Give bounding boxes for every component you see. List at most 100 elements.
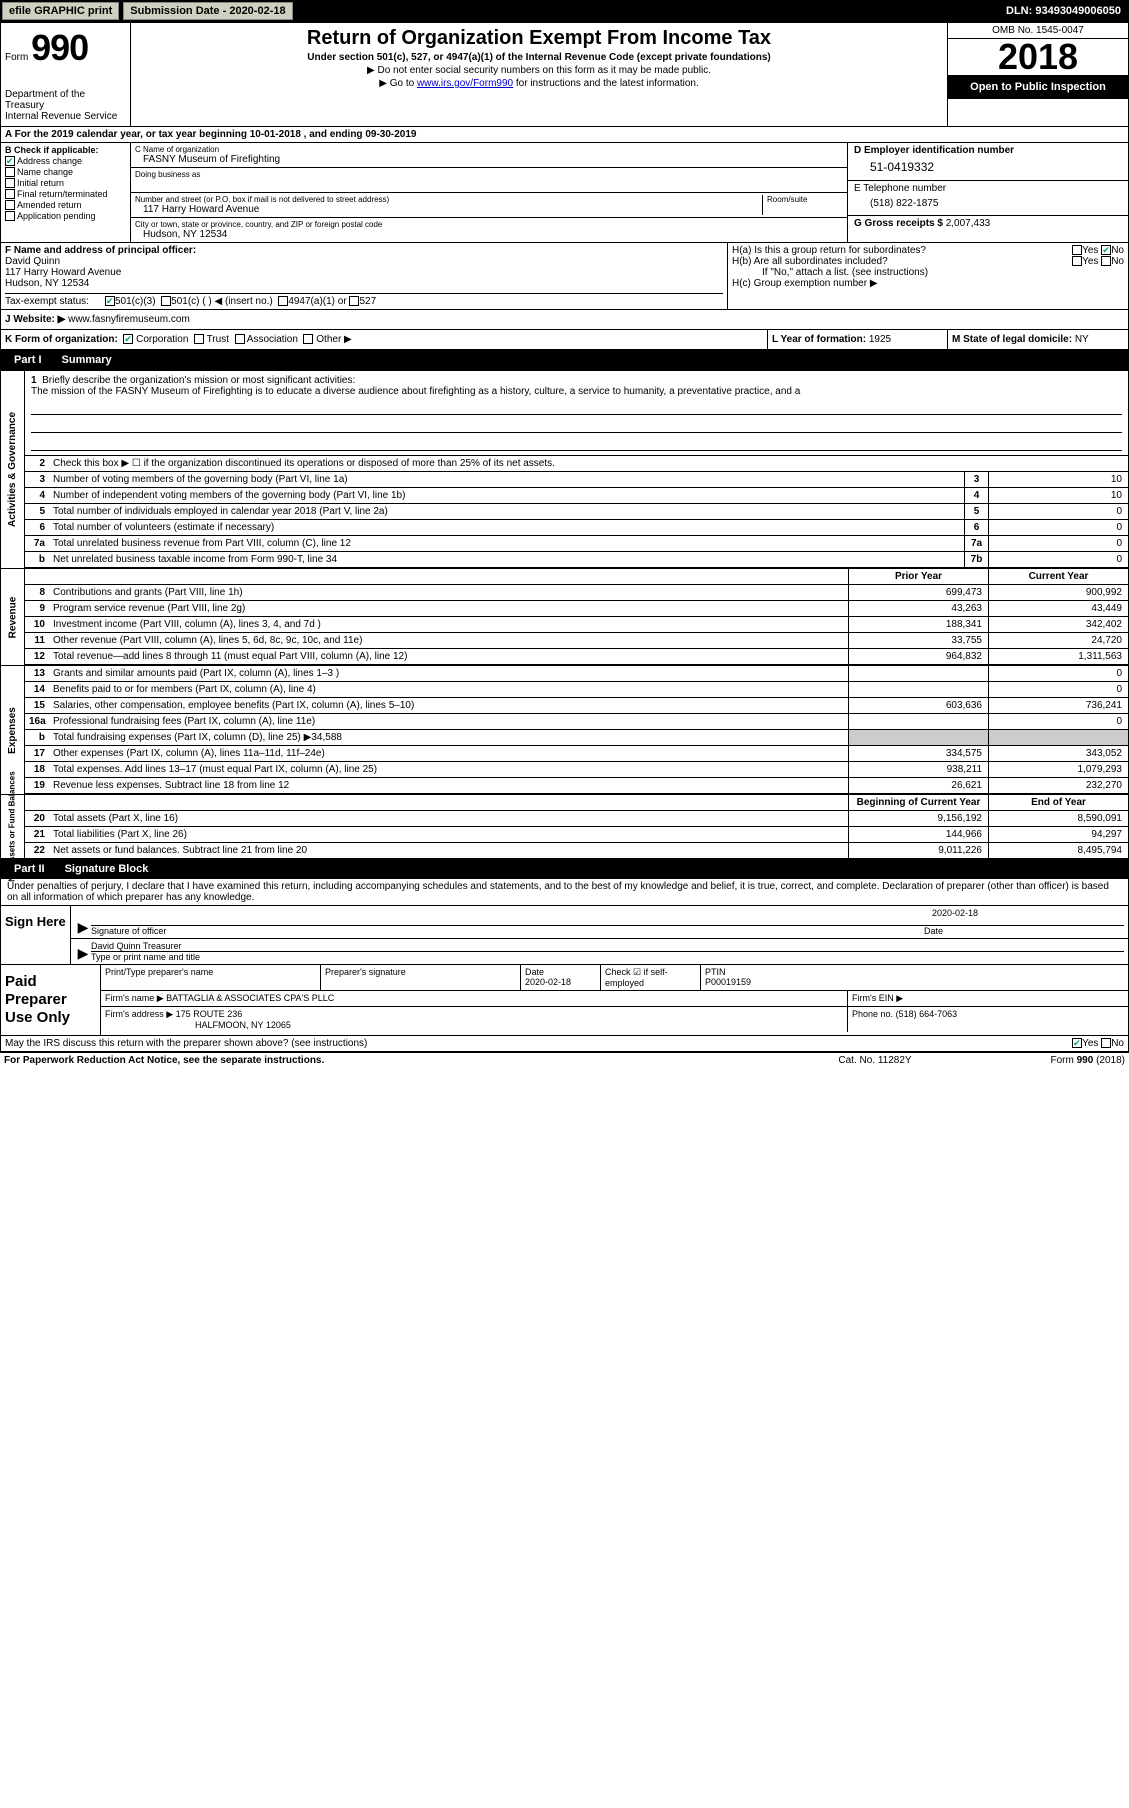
- l9-text: Program service revenue (Part VIII, line…: [49, 601, 848, 616]
- corp-check[interactable]: [123, 334, 133, 344]
- part1-title: Summary: [62, 354, 112, 366]
- l15-p: 603,636: [848, 698, 988, 713]
- note-ssn: ▶ Do not enter social security numbers o…: [139, 65, 939, 76]
- gross-val: 2,007,433: [946, 218, 991, 229]
- city-lbl: City or town, state or province, country…: [135, 220, 843, 229]
- l21-p: 144,966: [848, 827, 988, 842]
- gross-box: G Gross receipts $ 2,007,433: [848, 216, 1128, 231]
- efile-print-button[interactable]: efile GRAPHIC print: [2, 2, 119, 20]
- sig-date-val: 2020-02-18: [924, 908, 1124, 926]
- k-lbl: K Form of organization:: [5, 334, 118, 345]
- assoc-check[interactable]: [235, 334, 245, 344]
- addr-change-label: Address change: [17, 156, 82, 166]
- line-5: 5Total number of individuals employed in…: [25, 504, 1128, 520]
- name-change-label: Name change: [17, 167, 73, 177]
- note2-post: for instructions and the latest informat…: [516, 78, 699, 89]
- dln: DLN: 93493049006050: [1006, 5, 1127, 17]
- l19-text: Revenue less expenses. Subtract line 18 …: [49, 778, 848, 793]
- addr-change-check[interactable]: [5, 156, 15, 166]
- officer-name-title: David Quinn Treasurer: [91, 941, 1124, 952]
- l13-p: [848, 666, 988, 681]
- name-change-check[interactable]: [5, 167, 15, 177]
- 527-check[interactable]: [349, 296, 359, 306]
- assoc-lbl: Association: [247, 334, 298, 345]
- amended-label: Amended return: [17, 200, 82, 210]
- l3-text: Number of voting members of the governin…: [49, 472, 964, 487]
- irs-link[interactable]: www.irs.gov/Form990: [417, 78, 513, 89]
- pending-check[interactable]: [5, 211, 15, 221]
- header-center: Return of Organization Exempt From Incom…: [131, 23, 948, 126]
- other-check[interactable]: [303, 334, 313, 344]
- ha-yes[interactable]: [1072, 245, 1082, 255]
- l8-c: 900,992: [988, 585, 1128, 600]
- form-subtitle: Under section 501(c), 527, or 4947(a)(1)…: [139, 52, 939, 63]
- form-header: Form 990 Department of the Treasury Inte…: [0, 22, 1129, 127]
- note2-pre: ▶ Go to: [379, 78, 417, 89]
- l20-text: Total assets (Part X, line 16): [49, 811, 848, 826]
- row-j: J Website: ▶ www.fasnyfiremuseum.com: [0, 310, 1129, 330]
- period-text: A For the 2019 calendar year, or tax yea…: [5, 129, 416, 140]
- line-18: 18Total expenses. Add lines 13–17 (must …: [25, 762, 1128, 778]
- hb-text: H(b) Are all subordinates included?: [732, 256, 1072, 267]
- hb-yes[interactable]: [1072, 256, 1082, 266]
- l16a-p: [848, 714, 988, 729]
- net-text: Net Assets or Fund Balances: [8, 771, 17, 881]
- l10-text: Investment income (Part VIII, column (A)…: [49, 617, 848, 632]
- l16a-text: Professional fundraising fees (Part IX, …: [49, 714, 848, 729]
- line-6: 6Total number of volunteers (estimate if…: [25, 520, 1128, 536]
- l21-text: Total liabilities (Part X, line 26): [49, 827, 848, 842]
- discuss-no-lbl: No: [1111, 1038, 1124, 1049]
- firm-city-val: HALFMOON, NY 12065: [105, 1020, 291, 1030]
- l18-text: Total expenses. Add lines 13–17 (must eq…: [49, 762, 848, 777]
- rev-hdr: Prior YearCurrent Year: [25, 569, 1128, 585]
- line2-text: Check this box ▶ ☐ if the organization d…: [49, 456, 1128, 471]
- l19-c: 232,270: [988, 778, 1128, 793]
- l11-text: Other revenue (Part VIII, column (A), li…: [49, 633, 848, 648]
- page-footer: For Paperwork Reduction Act Notice, see …: [0, 1052, 1129, 1068]
- exp-text: Expenses: [7, 707, 18, 754]
- tax-status-lbl: Tax-exempt status:: [5, 296, 105, 307]
- prep-date-val: 2020-02-18: [525, 977, 571, 987]
- discuss-yes[interactable]: [1072, 1038, 1082, 1048]
- hb-no[interactable]: [1101, 256, 1111, 266]
- ha-no[interactable]: [1101, 245, 1111, 255]
- trust-check[interactable]: [194, 334, 204, 344]
- topbar: efile GRAPHIC print Submission Date - 20…: [0, 0, 1129, 22]
- l17-c: 343,052: [988, 746, 1128, 761]
- f-lbl: F Name and address of principal officer:: [5, 245, 196, 256]
- exp-section: Expenses 13Grants and similar amounts pa…: [0, 666, 1129, 795]
- website-val: www.fasnyfiremuseum.com: [68, 314, 190, 325]
- discuss-no[interactable]: [1101, 1038, 1111, 1048]
- l7a-text: Total unrelated business revenue from Pa…: [49, 536, 964, 551]
- prep-sig-lbl: Preparer's signature: [321, 965, 521, 990]
- header-right: OMB No. 1545-0047 2018 Open to Public In…: [948, 23, 1128, 126]
- prep-label: Paid Preparer Use Only: [1, 965, 101, 1035]
- mission-text: The mission of the FASNY Museum of Firef…: [31, 386, 800, 397]
- line-12: 12Total revenue—add lines 8 through 11 (…: [25, 649, 1128, 665]
- l16b-text: Total fundraising expenses (Part IX, col…: [49, 730, 848, 745]
- prior-hdr: Prior Year: [848, 569, 988, 584]
- l18-p: 938,211: [848, 762, 988, 777]
- gov-text: Activities & Governance: [7, 412, 18, 527]
- l10-p: 188,341: [848, 617, 988, 632]
- initial-check[interactable]: [5, 178, 15, 188]
- phone-box: E Telephone number (518) 822-1875: [848, 181, 1128, 216]
- l5-text: Total number of individuals employed in …: [49, 504, 964, 519]
- l15-c: 736,241: [988, 698, 1128, 713]
- rev-text: Revenue: [7, 596, 18, 638]
- col-k: K Form of organization: Corporation Trus…: [1, 330, 768, 349]
- sign-here-label: Sign Here: [1, 906, 71, 964]
- 501c3-check[interactable]: [105, 296, 115, 306]
- l4-text: Number of independent voting members of …: [49, 488, 964, 503]
- amended-check[interactable]: [5, 200, 15, 210]
- final-check[interactable]: [5, 189, 15, 199]
- 4947-check[interactable]: [278, 296, 288, 306]
- yes1: Yes: [1082, 245, 1098, 256]
- 501c-check[interactable]: [161, 296, 171, 306]
- line-15: 15Salaries, other compensation, employee…: [25, 698, 1128, 714]
- dln-value: 93493049006050: [1035, 5, 1121, 17]
- rev-label: Revenue: [1, 569, 25, 665]
- yes2: Yes: [1082, 256, 1098, 267]
- part1-header: Part I Summary: [0, 350, 1129, 370]
- mission-lbl: Briefly describe the organization's miss…: [42, 375, 355, 386]
